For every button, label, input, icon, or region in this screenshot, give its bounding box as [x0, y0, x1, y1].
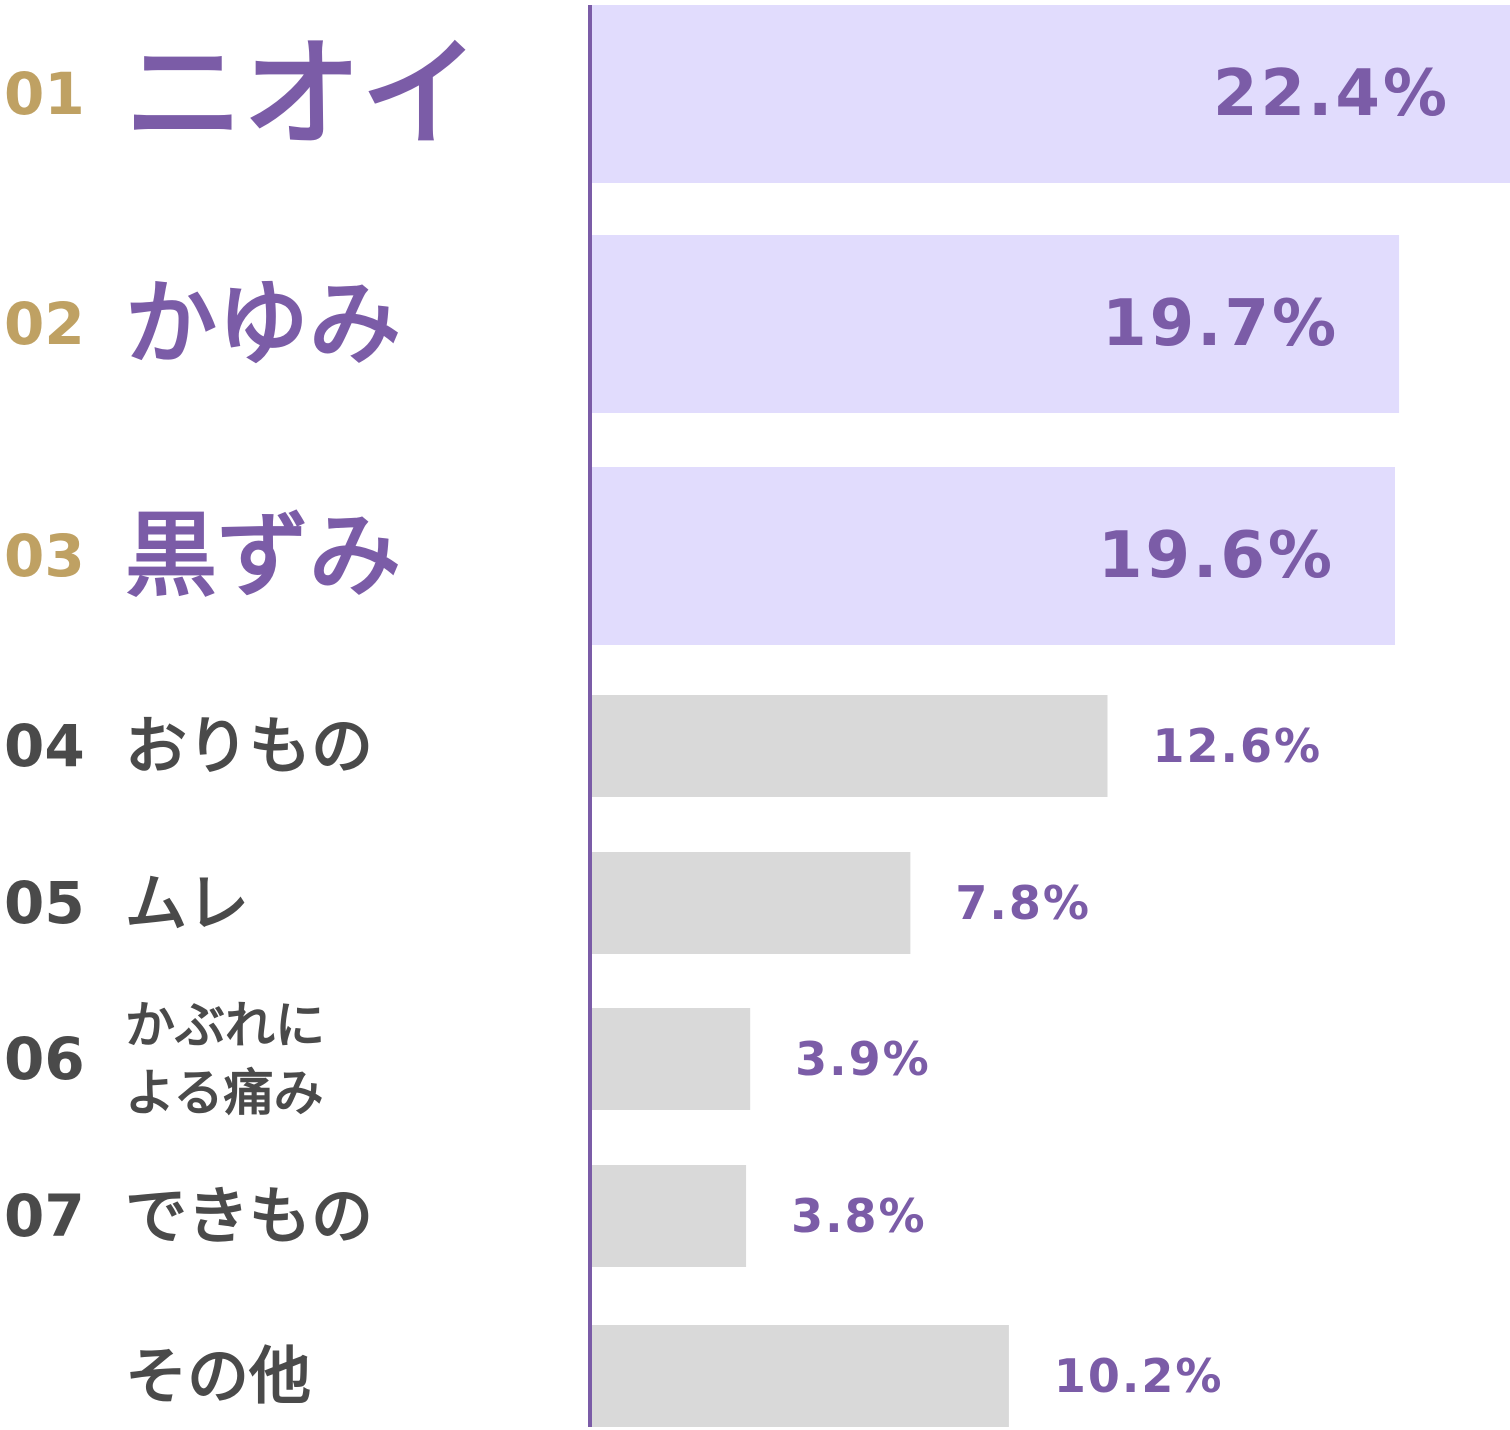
value-label-3: 19.6% — [1098, 519, 1335, 593]
bar-6 — [590, 1008, 751, 1110]
bar-7 — [590, 1165, 747, 1267]
rank-1: 01 — [4, 60, 85, 128]
bar-1 — [590, 5, 1510, 183]
category-label-2: かゆみ — [125, 271, 401, 378]
value-label-7: 3.8% — [791, 1189, 927, 1243]
bar-4 — [590, 695, 1108, 797]
category-label-3: 黒ずみ — [125, 503, 401, 610]
rank-7: 07 — [4, 1182, 85, 1250]
bar-2 — [590, 235, 1400, 413]
category-label-7: できもの — [125, 1180, 373, 1253]
rank-3: 03 — [4, 522, 85, 590]
bar-5 — [590, 852, 911, 954]
bar-3 — [590, 467, 1395, 645]
value-label-1: 22.4% — [1213, 57, 1450, 131]
value-label-8: 10.2% — [1054, 1349, 1224, 1403]
value-label-6: 3.9% — [795, 1032, 931, 1086]
value-label-2: 19.7% — [1102, 287, 1339, 361]
rank-4: 04 — [4, 712, 85, 780]
category-label-8: その他 — [125, 1340, 311, 1413]
value-label-4: 12.6% — [1153, 719, 1323, 773]
rank-6: 06 — [4, 1025, 85, 1093]
category-label-5: ムレ — [125, 867, 249, 940]
category-label-4: おりもの — [125, 710, 373, 783]
value-label-5: 7.8% — [955, 876, 1091, 930]
category-label-6-line-1: かぶれに — [125, 996, 325, 1054]
rank-2: 02 — [4, 290, 85, 358]
category-label-1: ニオイ — [125, 25, 479, 163]
bar-8 — [590, 1325, 1009, 1427]
rank-5: 05 — [4, 869, 85, 937]
category-label-6-line-2: よる痛み — [125, 1064, 324, 1122]
